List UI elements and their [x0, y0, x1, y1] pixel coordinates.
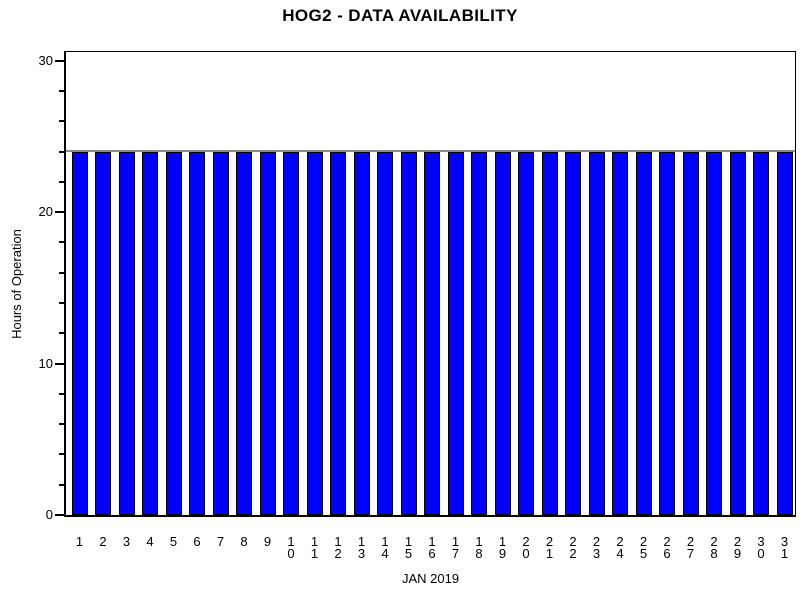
x-tick-label-day-3: 3 — [122, 534, 131, 549]
x-tick-label-day-1: 1 — [75, 534, 84, 549]
bar-day-19 — [494, 152, 511, 515]
chart-title: HOG2 - DATA AVAILABILITY — [282, 6, 518, 25]
x-tick-label-day-17: 1 7 — [451, 534, 460, 561]
x-tick-label-day-19: 1 9 — [498, 534, 507, 561]
reference-line-24h — [66, 149, 795, 152]
x-tick-label-day-16: 1 6 — [428, 534, 436, 561]
bar-day-17 — [447, 152, 464, 515]
bar-day-7 — [212, 152, 229, 515]
y-minor-tick — [59, 302, 64, 305]
y-minor-tick — [59, 120, 64, 123]
bar-day-23 — [588, 152, 605, 515]
bar-day-14 — [377, 152, 393, 515]
bar-day-9 — [259, 152, 276, 515]
bar-day-13 — [353, 152, 370, 515]
bar-day-21 — [541, 152, 558, 515]
x-tick-label-day-6: 6 — [193, 534, 201, 549]
y-minor-tick — [59, 392, 64, 395]
bar-day-26 — [659, 152, 675, 515]
bar-day-15 — [400, 152, 417, 515]
y-minor-tick — [59, 453, 64, 456]
bar-day-20 — [518, 152, 534, 515]
x-tick-label-day-20: 2 0 — [522, 534, 530, 561]
bar-day-31 — [776, 152, 793, 515]
x-tick-label-day-2: 2 — [99, 534, 107, 549]
x-tick-label-day-23: 2 3 — [592, 534, 601, 561]
x-axis-title: JAN 2019 — [401, 571, 460, 586]
bar-day-25 — [635, 152, 652, 515]
y-minor-tick — [59, 241, 64, 244]
bar-day-29 — [729, 152, 746, 515]
x-tick-label-day-8: 8 — [240, 534, 248, 549]
x-tick-label-day-30: 3 0 — [757, 534, 765, 561]
bar-day-27 — [682, 152, 699, 515]
bar-day-28 — [706, 152, 722, 515]
x-tick-label-day-24: 2 4 — [616, 534, 624, 561]
x-tick-label-day-14: 1 4 — [381, 534, 389, 561]
y-minor-tick — [59, 271, 64, 274]
plot-area — [64, 51, 796, 517]
y-minor-tick — [59, 332, 64, 335]
x-tick-label-day-27: 2 7 — [686, 534, 695, 561]
bar-day-8 — [236, 152, 252, 515]
y-major-tick — [55, 514, 64, 516]
x-tick-label-day-29: 2 9 — [733, 534, 742, 561]
bar-day-2 — [95, 152, 111, 515]
y-minor-tick — [59, 150, 64, 153]
bar-day-4 — [142, 152, 158, 515]
y-tick-label: 10 — [38, 355, 53, 371]
y-major-tick — [55, 59, 64, 62]
bar-day-3 — [118, 152, 135, 515]
x-tick-label-day-25: 2 5 — [639, 534, 648, 561]
bar-day-6 — [189, 152, 205, 515]
x-tick-label-day-5: 5 — [169, 534, 178, 549]
y-minor-tick — [59, 483, 64, 486]
x-tick-label-day-10: 1 0 — [287, 534, 295, 561]
x-tick-label-day-7: 7 — [216, 534, 225, 549]
x-tick-label-day-22: 2 2 — [569, 534, 577, 561]
bar-day-22 — [565, 152, 581, 515]
x-tick-label-day-4: 4 — [146, 534, 154, 549]
y-minor-tick — [59, 90, 64, 93]
y-tick-label: 20 — [38, 204, 53, 220]
x-tick-label-day-12: 1 2 — [334, 534, 342, 561]
y-tick-label: 0 — [45, 507, 53, 522]
x-tick-label-day-13: 1 3 — [357, 534, 366, 561]
x-tick-label-day-31: 3 1 — [780, 534, 789, 561]
bar-day-5 — [165, 152, 182, 515]
y-major-tick — [55, 211, 64, 214]
x-tick-label-day-21: 2 1 — [545, 534, 554, 561]
bar-day-12 — [330, 152, 346, 515]
bar-day-24 — [612, 152, 628, 515]
y-major-tick — [55, 362, 64, 365]
bar-day-10 — [283, 152, 299, 515]
x-tick-label-day-15: 1 5 — [404, 534, 413, 561]
x-tick-label-day-18: 1 8 — [475, 534, 483, 561]
y-minor-tick — [59, 423, 64, 426]
bar-day-1 — [71, 152, 88, 515]
x-tick-label-day-11: 1 1 — [310, 534, 319, 561]
bar-day-30 — [753, 152, 769, 515]
x-tick-label-day-9: 9 — [263, 534, 272, 549]
y-minor-tick — [59, 180, 64, 183]
x-tick-label-day-28: 2 8 — [710, 534, 718, 561]
bar-day-11 — [306, 152, 323, 515]
bar-day-18 — [471, 152, 487, 515]
y-tick-label: 30 — [38, 52, 53, 68]
x-tick-label-day-26: 2 6 — [663, 534, 671, 561]
bar-day-16 — [424, 152, 440, 515]
